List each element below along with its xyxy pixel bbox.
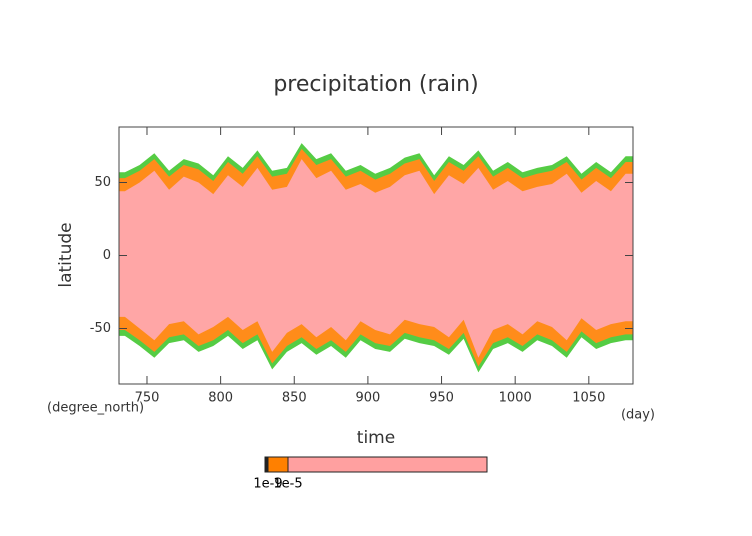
y-tick-label: 0 bbox=[103, 248, 111, 263]
chart-title: precipitation (rain) bbox=[273, 72, 478, 97]
colorbar-segment bbox=[288, 457, 487, 472]
y-tick-label: 50 bbox=[94, 175, 111, 190]
x-tick-label: 1000 bbox=[499, 391, 532, 406]
y-axis-label: latitude bbox=[56, 222, 76, 287]
colorbar-label: 1e-9 bbox=[253, 477, 282, 492]
x-tick-label: 800 bbox=[208, 391, 233, 406]
x-axis-label: time bbox=[357, 428, 395, 448]
x-tick-label: 750 bbox=[135, 391, 160, 406]
x-units: (day) bbox=[621, 408, 655, 423]
contour-band bbox=[119, 159, 633, 358]
colorbar-segment bbox=[268, 457, 288, 472]
colorbar-frame bbox=[264, 456, 488, 473]
x-tick-label: 950 bbox=[429, 391, 454, 406]
colorbar-label: 1e-5 bbox=[273, 477, 302, 492]
x-tick-label: 1050 bbox=[572, 391, 605, 406]
y-units: (degree_north) bbox=[47, 401, 144, 416]
colorbar-segment bbox=[265, 457, 268, 472]
x-tick-label: 850 bbox=[282, 391, 307, 406]
x-tick-label: 900 bbox=[355, 391, 380, 406]
y-tick-label: -50 bbox=[90, 321, 111, 336]
